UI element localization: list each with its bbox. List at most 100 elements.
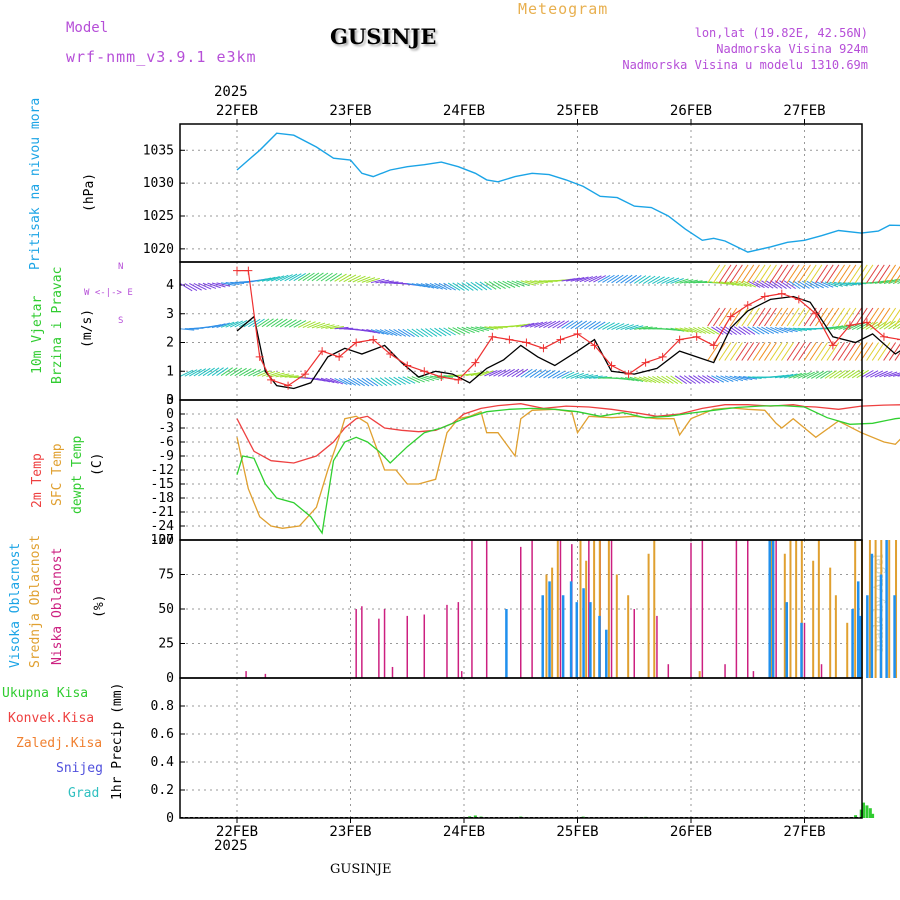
wind-gust-marker <box>420 367 429 376</box>
wind-arrow-strong <box>758 342 772 361</box>
wind-gust-marker <box>590 341 599 350</box>
wind-arrow-strong <box>729 342 743 361</box>
wind-arrow <box>729 375 743 382</box>
wind-arrow <box>815 370 829 379</box>
wind-arrow <box>838 281 853 286</box>
wind-arrow <box>320 272 333 282</box>
wind-arrow-strong <box>775 342 789 361</box>
wind-arrow <box>252 318 265 328</box>
wind-arrow <box>811 370 824 379</box>
wind-arrow <box>293 272 306 282</box>
wind-arrow <box>520 280 535 286</box>
wind-arrow <box>606 274 620 284</box>
wind-arrow <box>843 282 857 286</box>
wind-gust-marker <box>879 332 888 341</box>
wind-arrow <box>684 279 698 284</box>
x-tick-label-bottom: 26FEB <box>670 824 712 840</box>
wind-arrow <box>370 329 385 335</box>
wind-arrow <box>202 282 217 289</box>
wind-arrow <box>593 275 607 283</box>
wind-arrow-strong <box>786 264 800 284</box>
wind-arrow <box>570 372 584 379</box>
wind-arrow <box>447 327 461 335</box>
wind-arrow-strong <box>832 264 845 284</box>
precip-bar <box>868 808 872 818</box>
wind-arrow <box>574 320 588 330</box>
precip-conv-label: Konvek.Kisa <box>8 711 95 726</box>
wind-gust-marker <box>896 339 900 341</box>
wind-arrow-strong <box>860 264 874 284</box>
wind-arrow-strong <box>877 307 891 327</box>
precip-bar <box>862 802 866 818</box>
wind-arrow <box>352 377 365 387</box>
wind-arrow <box>747 376 762 379</box>
wind-arrow <box>511 368 524 378</box>
wind-arrow <box>724 281 739 286</box>
wind-arrow-strong <box>747 307 760 327</box>
wind-arrow-strong <box>718 264 732 284</box>
wind-arrow-strong <box>764 342 777 361</box>
wind-arrow <box>838 369 851 379</box>
wind-arrow-strong <box>877 342 891 361</box>
y-tick-label: 0.2 <box>151 783 174 798</box>
wind-arrow <box>257 318 270 328</box>
wind-arrow <box>670 327 685 332</box>
wind-gust-marker <box>777 289 786 298</box>
wind-arrow <box>497 369 511 377</box>
wind-arrow <box>384 329 398 337</box>
wind-gust-marker <box>862 318 871 327</box>
wind-arrow <box>452 282 465 291</box>
meteogram-title: Meteogram <box>518 0 609 18</box>
wind-arrow <box>715 281 730 285</box>
wind-arrow <box>434 327 447 337</box>
wind-arrow <box>402 328 415 338</box>
wind-arrow-strong <box>837 342 851 361</box>
wind-arrow-strong <box>894 317 900 327</box>
wind-arrow <box>665 327 680 332</box>
wind-gust-marker <box>658 352 667 361</box>
wind-arrow <box>738 375 753 381</box>
wind-arrow <box>724 326 737 336</box>
wind-arrow <box>475 326 489 332</box>
wind-arrow <box>229 320 243 328</box>
wind-arrow <box>393 328 407 337</box>
wind-arrow-strong <box>803 307 817 327</box>
wind-arrow <box>334 377 348 385</box>
wind-arrow <box>325 377 339 384</box>
precip-snow-label: Snijeg <box>56 761 103 776</box>
wind-arrow <box>692 375 706 384</box>
wind-arrow <box>802 371 815 379</box>
wind-arrow <box>488 326 503 329</box>
y-tick-label: 0 <box>166 671 174 686</box>
wind-arrow <box>697 326 711 335</box>
wind-arrow-strong <box>866 342 880 361</box>
x-tick-label-bottom: 27FEB <box>783 824 825 840</box>
wind-arrow <box>584 275 598 283</box>
wind-arrow <box>738 280 752 288</box>
wind-arrow <box>865 370 879 378</box>
wind-arrow <box>674 278 689 284</box>
wind-arrow <box>538 280 553 283</box>
model-name: wrf-nmm_v3.9.1 e3km <box>66 48 257 66</box>
wind-arrow <box>656 276 670 284</box>
wind-arrow <box>797 327 812 331</box>
wind-arrow <box>388 329 402 337</box>
wind-gust-marker <box>301 370 310 379</box>
wind-arrow-strong <box>792 264 806 284</box>
wind-arrow <box>338 274 352 282</box>
precip-bar <box>854 815 858 818</box>
wind-arrow <box>506 280 521 288</box>
wind-arrow <box>425 283 439 290</box>
wind-arrow <box>189 283 202 291</box>
wind-arrow <box>679 279 694 284</box>
wind-arrow-strong <box>826 307 840 327</box>
wind-arrow <box>343 274 357 283</box>
precip-frozen-label: Zaledj.Kisa <box>16 736 103 751</box>
wind-arrow-strong <box>712 307 726 327</box>
wind-arrow <box>552 370 565 379</box>
wind-arrow <box>279 318 293 328</box>
wind-arrow <box>684 327 698 334</box>
wind-arrow <box>366 329 380 334</box>
y-tick-label: 1 <box>166 364 174 379</box>
wind-gust-marker <box>794 295 803 304</box>
